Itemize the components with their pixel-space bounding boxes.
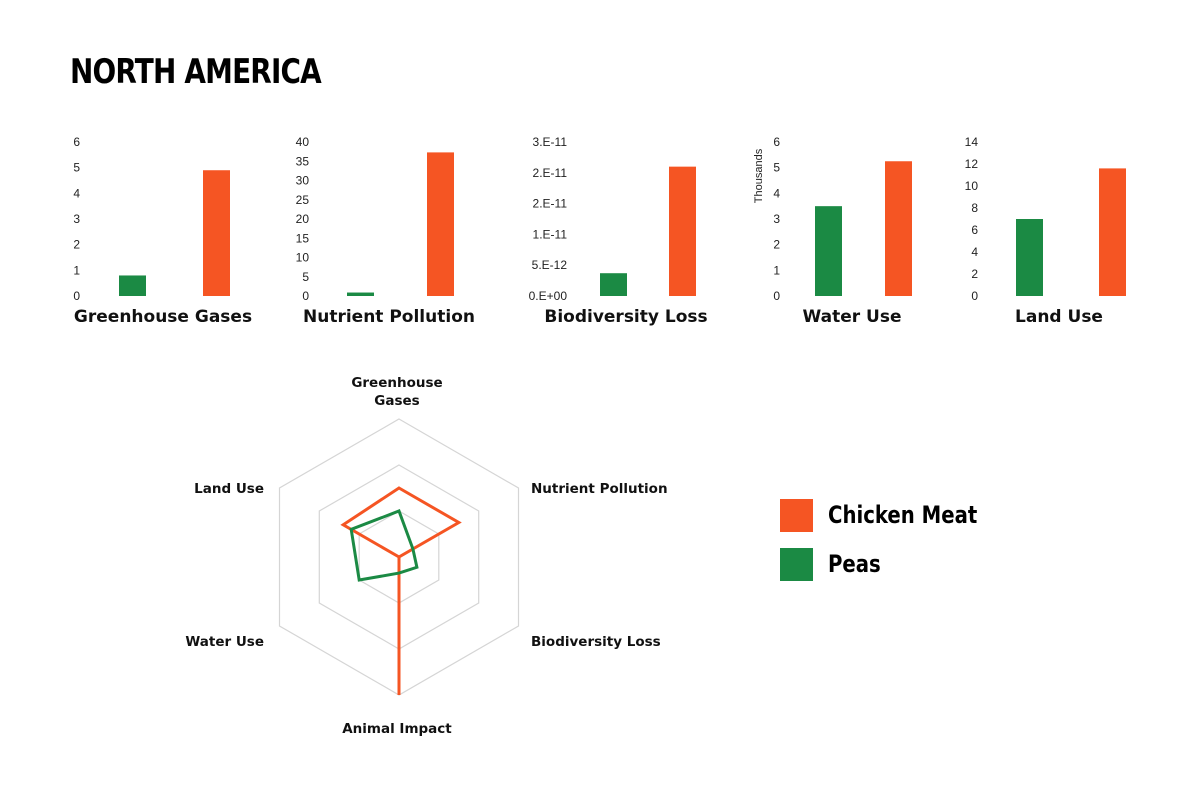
bar-chicken-meat (669, 166, 696, 296)
y-tick-label: 2 (971, 267, 978, 281)
y-tick-label: 25 (296, 193, 310, 207)
y-tick-label: 8 (971, 201, 978, 215)
y-tick-label: 6 (971, 223, 978, 237)
y-tick-label: 0 (302, 289, 309, 303)
legend-label-chicken-meat: Chicken Meat (828, 501, 978, 529)
bar-peas (119, 275, 146, 296)
radar-axis-label-land-use: Land Use (194, 481, 264, 497)
y-tick-label: 4 (773, 186, 780, 200)
y-tick-label: 20 (296, 212, 310, 226)
radar-axis-label-water-use: Water Use (185, 634, 264, 650)
bar-chart-water-use: 0 1 2 3 4 5 6 Thousands Water Use (753, 135, 912, 327)
y-tick-label: 3.E-11 (533, 135, 568, 149)
y-tick-label: 35 (296, 154, 310, 168)
bar-chicken-meat (885, 161, 912, 296)
y-tick-label: 6 (73, 135, 80, 149)
legend-swatch-chicken-meat (780, 498, 813, 532)
legend-item-peas: Peas (780, 545, 1010, 583)
radar-axis-label-greenhouse-gases: Greenhouse Gases (351, 375, 442, 409)
radar-series-peas (349, 509, 419, 582)
y-tick-label: 3 (73, 212, 80, 226)
radar-axis-label-line: Greenhouse (351, 375, 442, 391)
y-tick-label: 14 (965, 135, 979, 149)
y-tick-label: 5 (73, 161, 80, 175)
legend-label-peas: Peas (828, 550, 881, 578)
y-tick-label: 12 (965, 157, 979, 171)
bar-chart-greenhouse-gases: 0 1 2 3 4 5 6 Greenhouse Gases (73, 135, 252, 327)
y-tick-label: 10 (965, 179, 979, 193)
y-tick-label: 3 (773, 212, 780, 226)
bar-peas (1016, 219, 1043, 296)
bar-peas (815, 206, 842, 296)
chart-title-water-use: Water Use (802, 307, 901, 327)
y-tick-label: 1 (773, 263, 780, 277)
bar-chart-biodiversity-loss: 0.E+00 5.E-12 1.E-11 2.E-11 2.E-11 3.E-11 Biod… (529, 135, 708, 327)
y-tick-label: 30 (296, 174, 310, 188)
radar-axis-label-nutrient-pollution: Nutrient Pollution (531, 481, 668, 497)
chart-title-nutrient-pollution: Nutrient Pollution (303, 307, 475, 327)
y-tick-label: 0 (73, 289, 80, 303)
bar-chicken-meat (1099, 168, 1126, 296)
y-axis-unit-label: Thousands (753, 148, 765, 203)
legend-item-chicken-meat: Chicken Meat (780, 496, 1010, 534)
bar-chicken-meat (427, 152, 454, 296)
y-tick-label: 6 (773, 135, 780, 149)
radar-axis-label-line: Gases (374, 393, 419, 409)
y-tick-label: 0.E+00 (529, 289, 568, 303)
y-tick-label: 15 (296, 231, 310, 245)
y-tick-label: 4 (971, 245, 978, 259)
y-tick-label: 5 (773, 161, 780, 175)
y-tick-label: 4 (73, 186, 80, 200)
y-tick-label: 1 (73, 263, 80, 277)
y-tick-label: 5.E-12 (532, 258, 568, 272)
bar-chicken-meat (203, 170, 230, 296)
y-tick-label: 2 (73, 238, 80, 252)
chart-title-biodiversity-loss: Biodiversity Loss (544, 307, 707, 327)
chart-title-land-use: Land Use (1015, 307, 1103, 327)
bar-peas (347, 292, 374, 296)
y-tick-label: 40 (296, 135, 310, 149)
radar-axis-label-animal-impact: Animal Impact (342, 721, 452, 737)
legend-swatch-peas (780, 547, 813, 581)
y-tick-label: 5 (302, 270, 309, 284)
radar-series-chicken-meat (340, 486, 462, 695)
bar-chart-land-use: 0 2 4 6 8 10 12 14 Land Use (965, 135, 1126, 327)
radar-axis-label-biodiversity-loss: Biodiversity Loss (531, 634, 661, 650)
page-title: NORTH AMERICA (70, 52, 322, 92)
y-tick-label: 10 (296, 251, 310, 265)
bar-chart-nutrient-pollution: 0 5 10 15 20 25 30 35 40 Nutrient Pollution (296, 135, 475, 327)
y-tick-label: 0 (971, 289, 978, 303)
y-tick-label: 1.E-11 (533, 227, 568, 241)
y-tick-label: 0 (773, 289, 780, 303)
chart-title-greenhouse-gases: Greenhouse Gases (74, 307, 252, 327)
legend: Chicken Meat Peas (780, 496, 1010, 594)
bar-peas (600, 273, 627, 296)
y-tick-label: 2.E-11 (533, 197, 568, 211)
y-tick-label: 2 (773, 238, 780, 252)
radar-chart: Greenhouse Gases Nutrient Pollution Biodive… (185, 375, 668, 737)
y-tick-label: 2.E-11 (533, 166, 568, 180)
